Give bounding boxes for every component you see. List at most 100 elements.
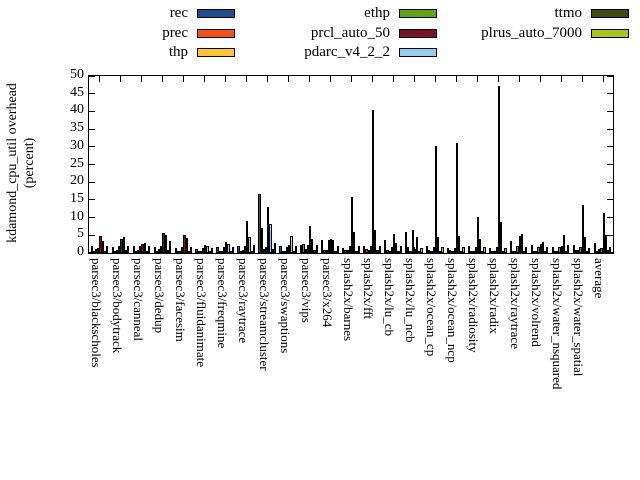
- bar-prec: [92, 250, 96, 253]
- bar-plrus_auto_7000: [567, 244, 570, 253]
- bar-thp: [556, 251, 559, 253]
- x-tick-mark: [99, 76, 101, 82]
- bar-rec: [572, 244, 575, 253]
- bar-thp: [178, 250, 182, 253]
- bar-thp: [367, 250, 370, 253]
- y-axis-title-line1: kdamond_cpu_util overhead: [5, 83, 20, 243]
- bar-prcl_auto_50: [267, 206, 270, 253]
- x-category-label: splash2x/lu_ncb: [403, 258, 419, 343]
- bar-ttmo: [103, 250, 107, 253]
- bar-pdarc_v4_2_2: [122, 237, 125, 253]
- bar-ttmo: [166, 250, 169, 253]
- bar-prcl_auto_50: [455, 142, 458, 253]
- y-tick-mark: [607, 199, 613, 201]
- x-tick-mark: [309, 76, 311, 82]
- bar-prcl_auto_50: [602, 213, 605, 253]
- x-tick-mark: [434, 76, 436, 82]
- bar-thp: [157, 249, 161, 253]
- x-category-label: parsec3/fluidanimate: [193, 258, 209, 368]
- bar-ttmo: [397, 251, 400, 253]
- bar-thp: [262, 249, 265, 253]
- x-tick-mark: [246, 76, 248, 82]
- y-tick-mark: [89, 181, 95, 183]
- bar-ttmo: [418, 250, 421, 253]
- y-tick-mark: [607, 234, 613, 236]
- bar-prcl_auto_50: [204, 244, 207, 253]
- y-tick-label: 35: [70, 120, 84, 136]
- bar-ethp: [118, 245, 121, 253]
- bar-pdarc_v4_2_2: [227, 243, 230, 253]
- bar-prec: [134, 250, 137, 253]
- bar-plrus_auto_7000: [315, 245, 318, 253]
- bar-plrus_auto_7000: [127, 245, 130, 253]
- bar-thp: [598, 249, 601, 253]
- bar-ethp: [306, 244, 310, 253]
- bar-rec: [153, 246, 156, 253]
- bar-ttmo: [145, 250, 148, 253]
- x-category-label: parsec3/canneal: [130, 258, 146, 342]
- bar-ethp: [495, 246, 498, 253]
- y-tick-mark: [607, 164, 613, 165]
- bar-thp: [493, 251, 496, 253]
- bar-ethp: [348, 245, 351, 253]
- bar-thp: [535, 251, 538, 253]
- bar-prec: [386, 250, 389, 253]
- x-category-label: splash2x/fft: [361, 258, 377, 320]
- y-tick-mark: [89, 234, 95, 236]
- bar-prec: [512, 250, 515, 253]
- x-category-label: parsec3/freqmine: [214, 258, 230, 349]
- bar-ttmo: [439, 250, 442, 253]
- bar-plrus_auto_7000: [294, 245, 297, 253]
- y-tick-mark: [89, 199, 95, 201]
- bar-pdarc_v4_2_2: [499, 221, 503, 253]
- bar-prec: [365, 249, 368, 253]
- bar-pdarc_v4_2_2: [541, 242, 545, 253]
- bar-ttmo: [292, 250, 295, 253]
- bar-ethp: [285, 247, 289, 253]
- bar-ttmo: [313, 250, 316, 253]
- bar-prcl_auto_50: [120, 238, 123, 253]
- bar-prec: [407, 247, 410, 253]
- bar-rec: [593, 243, 596, 253]
- bar-ethp: [160, 245, 163, 253]
- x-tick-mark: [141, 76, 143, 82]
- bar-ttmo: [502, 250, 505, 253]
- legend-entry-thp: thp: [38, 43, 235, 63]
- bar-prcl_auto_50: [413, 249, 417, 253]
- bar-rec: [488, 247, 492, 253]
- bar-prcl_auto_50: [288, 245, 291, 253]
- bar-prcl_auto_50: [225, 242, 228, 253]
- bar-prec: [155, 250, 158, 253]
- legend-swatch-prec: [197, 28, 235, 38]
- x-category-label: splash2x/water_nsquared: [550, 258, 566, 390]
- bar-plrus_auto_7000: [399, 246, 402, 253]
- x-category-label: parsec3/x264: [319, 258, 335, 328]
- x-tick-mark: [560, 76, 562, 82]
- bar-prcl_auto_50: [183, 235, 186, 253]
- bar-pdarc_v4_2_2: [143, 242, 146, 253]
- bar-plrus_auto_7000: [336, 245, 339, 253]
- x-category-label: parsec3/raytrace: [235, 258, 251, 344]
- legend-label: plrus_auto_7000: [481, 24, 582, 41]
- x-category-label: splash2x/barnes: [340, 258, 356, 342]
- y-tick-mark: [89, 164, 95, 165]
- legend-column-1: rec prec thp: [38, 4, 235, 63]
- x-category-label: splash2x/ocean_ncp: [445, 258, 461, 363]
- bar-ttmo: [523, 250, 526, 253]
- bar-plrus_auto_7000: [462, 247, 465, 253]
- x-category-label: splash2x/radiosity: [466, 258, 482, 353]
- y-tick-mark: [607, 93, 613, 95]
- bar-prcl_auto_50: [330, 238, 333, 253]
- bar-ttmo: [606, 250, 610, 253]
- bar-plrus_auto_7000: [210, 248, 214, 253]
- bar-plrus_auto_7000: [609, 246, 612, 253]
- bar-plrus_auto_7000: [189, 246, 193, 253]
- bar-ttmo: [585, 250, 589, 253]
- y-axis-title: kdamond_cpu_util overhead (percent): [4, 0, 38, 343]
- bar-pdarc_v4_2_2: [332, 240, 335, 253]
- bar-plrus_auto_7000: [483, 247, 486, 253]
- x-category-label: parsec3/blackscholes: [88, 258, 104, 368]
- bar-prcl_auto_50: [518, 236, 521, 253]
- bar-prec: [533, 250, 536, 253]
